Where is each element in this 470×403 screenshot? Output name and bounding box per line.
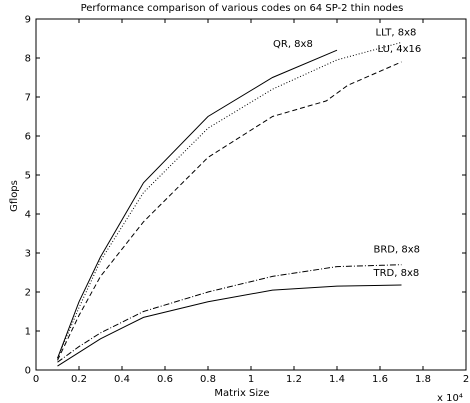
x-tick-label: 1 <box>248 374 254 385</box>
y-tick-label: 7 <box>25 93 31 104</box>
x-axis: 0 0.2 0.4 0.6 0.8 1 1.2 1.4 1.6 1.8 2 <box>33 19 469 385</box>
chart-title: Performance comparison of various codes … <box>81 3 404 14</box>
x-tick-label: 0.6 <box>157 374 173 385</box>
plot-frame <box>35 18 467 371</box>
series-labels: QR, 8x8 LLT, 8x8 LU, 4x16 BRD, 8x8 TRD, 8x8 <box>273 27 421 279</box>
y-tick-label: 3 <box>25 249 31 260</box>
x-tick-label: 1.2 <box>286 374 302 385</box>
series-label-brd-8x8: BRD, 8x8 <box>374 245 421 256</box>
y-tick-label: 4 <box>25 210 31 221</box>
x-tick-label: 1.4 <box>329 374 345 385</box>
y-axis: 0 1 2 3 4 5 6 7 8 9 <box>25 15 466 377</box>
series-label-trd-8x8: TRD, 8x8 <box>373 268 420 279</box>
series-line-lu-4x16 <box>57 61 402 361</box>
series-line-llt-8x8 <box>57 41 402 359</box>
y-axis-label: Gflops <box>9 180 20 212</box>
x-tick-label: 1.6 <box>372 374 388 385</box>
y-tick-label: 1 <box>25 327 31 338</box>
series-line-qr-8x8 <box>57 49 338 359</box>
series-line-brd-8x8 <box>57 264 402 363</box>
y-tick-label: 6 <box>25 132 31 143</box>
x-tick-label: 2 <box>463 374 469 385</box>
x-axis-label: Matrix Size <box>214 388 269 399</box>
series-label-qr-8x8: QR, 8x8 <box>273 39 313 50</box>
x-tick-label: 1.8 <box>415 374 431 385</box>
series-label-llt-8x8: LLT, 8x8 <box>376 27 417 38</box>
y-tick-label: 2 <box>25 288 31 299</box>
x-tick-label: 0 <box>33 374 39 385</box>
x-tick-label: 0.4 <box>114 374 130 385</box>
y-tick-label: 5 <box>25 171 31 182</box>
series-label-lu-4x16: LU, 4x16 <box>378 44 422 55</box>
y-tick-label: 9 <box>25 15 31 26</box>
x-multiplier-label: x 10⁴ <box>437 393 463 403</box>
series-lines <box>57 41 402 367</box>
x-tick-label: 0.8 <box>200 374 216 385</box>
series-line-trd-8x8 <box>57 284 402 367</box>
y-tick-label: 8 <box>25 54 31 65</box>
x-tick-label: 0.2 <box>71 374 87 385</box>
y-tick-label: 0 <box>25 366 31 377</box>
